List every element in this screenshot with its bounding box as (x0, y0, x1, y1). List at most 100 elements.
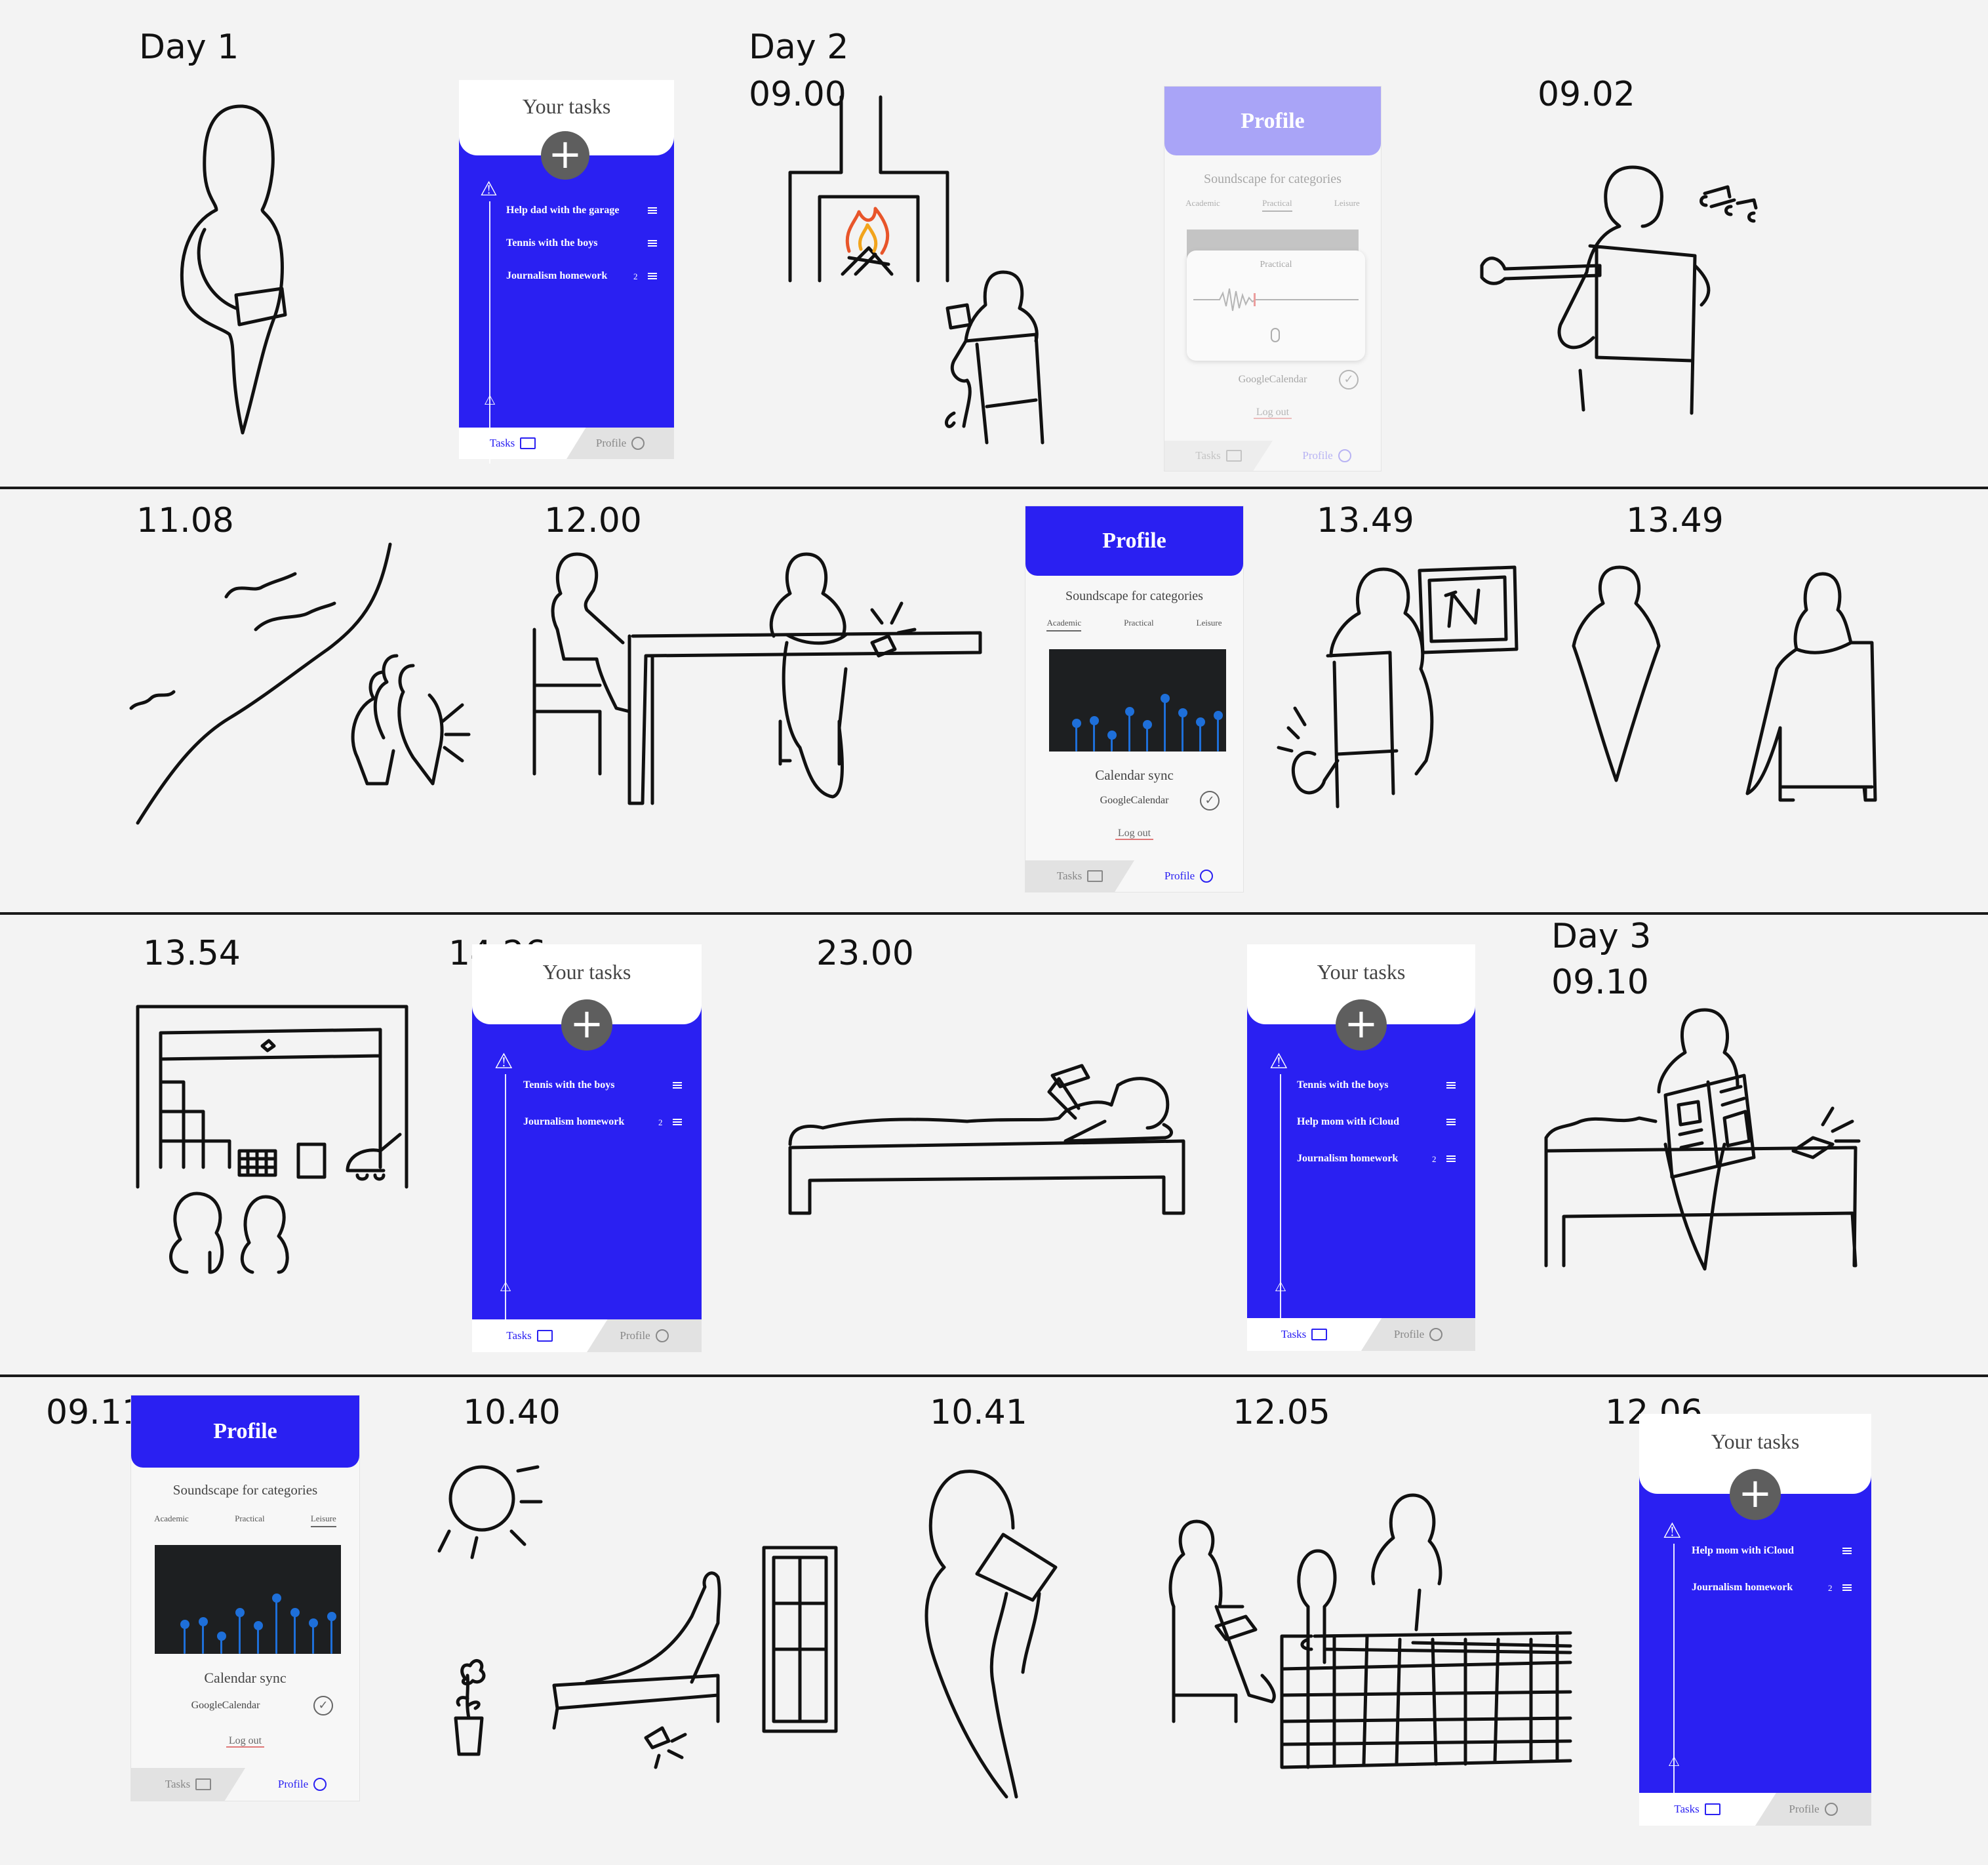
eq-knob[interactable] (254, 1621, 263, 1630)
eq-knob[interactable] (1072, 719, 1081, 728)
tab-profile[interactable]: Profile (567, 428, 674, 459)
eq-knob[interactable] (1161, 694, 1170, 703)
eq-band[interactable] (1146, 725, 1148, 752)
tab-profile[interactable]: Profile (1361, 1318, 1475, 1351)
eq-knob[interactable] (180, 1620, 189, 1629)
eq-band[interactable] (330, 1617, 332, 1654)
eq-knob[interactable] (1196, 717, 1205, 727)
eq-knob[interactable] (309, 1618, 318, 1628)
eq-knob[interactable] (1090, 716, 1099, 725)
eq-band[interactable] (1111, 736, 1113, 752)
eq-knob[interactable] (1107, 731, 1117, 740)
task-item[interactable]: Journalism homework (506, 270, 608, 281)
eq-band[interactable] (202, 1622, 204, 1654)
task-item[interactable]: Help dad with the garage (506, 205, 620, 216)
tab-tasks[interactable]: Tasks (1639, 1793, 1755, 1826)
equalizer[interactable] (155, 1545, 341, 1654)
drag-handle-icon[interactable] (1446, 1082, 1456, 1089)
eq-band[interactable] (1075, 724, 1077, 752)
drag-handle-icon[interactable] (673, 1082, 682, 1089)
eq-band[interactable] (1164, 699, 1166, 752)
drag-handle-icon[interactable] (1842, 1548, 1852, 1554)
task-item[interactable]: Tennis with the boys (523, 1079, 615, 1091)
tab-tasks[interactable]: Tasks (472, 1319, 587, 1352)
drag-handle-icon[interactable] (648, 207, 657, 214)
eq-band[interactable] (1182, 713, 1183, 752)
eq-band[interactable] (312, 1624, 314, 1654)
drag-handle-icon[interactable] (1842, 1584, 1852, 1591)
eq-band[interactable] (275, 1599, 277, 1654)
tab-tasks[interactable]: Tasks (1025, 860, 1134, 892)
task-item[interactable]: Journalism homework (1692, 1582, 1793, 1593)
eq-band[interactable] (1217, 716, 1219, 752)
eq-knob[interactable] (1125, 707, 1134, 716)
warning-icon: ⚠ (500, 1279, 511, 1294)
drag-handle-icon[interactable] (648, 240, 657, 247)
tab-academic[interactable]: Academic (154, 1514, 189, 1523)
sketch-person-tv-guitar (1277, 565, 1519, 809)
add-task-button[interactable]: + (1336, 999, 1387, 1051)
eq-band[interactable] (1093, 721, 1095, 752)
tab-profile[interactable]: Profile (1755, 1793, 1871, 1826)
logout-button[interactable]: Log out (131, 1735, 359, 1748)
eq-knob[interactable] (1178, 708, 1187, 717)
eq-knob[interactable] (272, 1594, 281, 1603)
eq-knob[interactable] (235, 1608, 245, 1617)
drag-handle-icon[interactable] (648, 273, 657, 279)
eq-knob[interactable] (290, 1608, 300, 1617)
eq-band[interactable] (1128, 712, 1130, 752)
tab-tasks[interactable]: Tasks (1164, 441, 1273, 471)
tab-practical[interactable]: Practical (1124, 618, 1154, 628)
tab-practical[interactable]: Practical (235, 1514, 265, 1523)
profile-screen: Profile Soundscape for categories Academ… (1025, 506, 1243, 892)
logout-button[interactable]: Log out (1025, 828, 1243, 840)
add-task-button[interactable]: + (1730, 1469, 1781, 1520)
eq-knob[interactable] (1143, 720, 1152, 729)
equalizer[interactable] (1049, 649, 1226, 752)
add-task-button[interactable]: + (541, 131, 589, 180)
tab-tasks[interactable]: Tasks (1247, 1318, 1361, 1351)
eq-band[interactable] (257, 1626, 259, 1654)
eq-band[interactable] (1199, 723, 1201, 752)
tab-profile[interactable]: Profile (587, 1319, 702, 1352)
checkmark-icon[interactable]: ✓ (1339, 370, 1359, 390)
eq-knob[interactable] (327, 1612, 336, 1621)
tab-leisure[interactable]: Leisure (310, 1514, 336, 1527)
tab-leisure[interactable]: Leisure (1334, 198, 1360, 208)
eq-knob[interactable] (199, 1617, 208, 1626)
tab-practical[interactable]: Practical (1262, 198, 1292, 212)
tab-leisure[interactable]: Leisure (1196, 618, 1222, 628)
logout-label: Log out (226, 1735, 265, 1748)
task-item[interactable]: Tennis with the boys (506, 237, 598, 249)
task-item[interactable]: Journalism homework (523, 1116, 625, 1127)
eq-band[interactable] (294, 1613, 296, 1654)
drag-handle-icon[interactable] (673, 1119, 682, 1125)
add-task-button[interactable]: + (561, 999, 612, 1051)
task-item[interactable]: Help mom with iCloud (1297, 1116, 1400, 1127)
checkmark-icon[interactable]: ✓ (1200, 791, 1220, 811)
eq-knob[interactable] (217, 1632, 226, 1641)
sketch-tennis-court (1168, 1493, 1572, 1769)
tab-tasks[interactable]: Tasks (131, 1768, 245, 1801)
eq-knob[interactable] (1214, 711, 1223, 720)
eq-band[interactable] (239, 1613, 241, 1654)
tab-academic[interactable]: Academic (1185, 198, 1220, 208)
tab-academic[interactable]: Academic (1046, 618, 1082, 632)
eq-band[interactable] (184, 1625, 186, 1654)
eq-band[interactable] (220, 1637, 222, 1654)
soundscape-subtitle: Soundscape for categories (1204, 172, 1342, 186)
drag-handle-icon[interactable] (1446, 1155, 1456, 1162)
microphone-icon[interactable] (1271, 328, 1280, 342)
profile-header: Profile (1025, 506, 1243, 576)
tab-tasks[interactable]: Tasks (459, 428, 567, 459)
task-item[interactable]: Help mom with iCloud (1692, 1545, 1795, 1556)
logout-button[interactable]: Log out (1164, 407, 1381, 419)
label-time: 10.41 (930, 1393, 1027, 1432)
drag-handle-icon[interactable] (1446, 1119, 1456, 1125)
task-item[interactable]: Tennis with the boys (1297, 1079, 1389, 1091)
tab-profile[interactable]: Profile (1134, 860, 1243, 892)
checkmark-icon[interactable]: ✓ (313, 1696, 333, 1715)
tab-profile[interactable]: Profile (245, 1768, 359, 1801)
task-item[interactable]: Journalism homework (1297, 1153, 1399, 1164)
tab-profile[interactable]: Profile (1273, 441, 1381, 471)
